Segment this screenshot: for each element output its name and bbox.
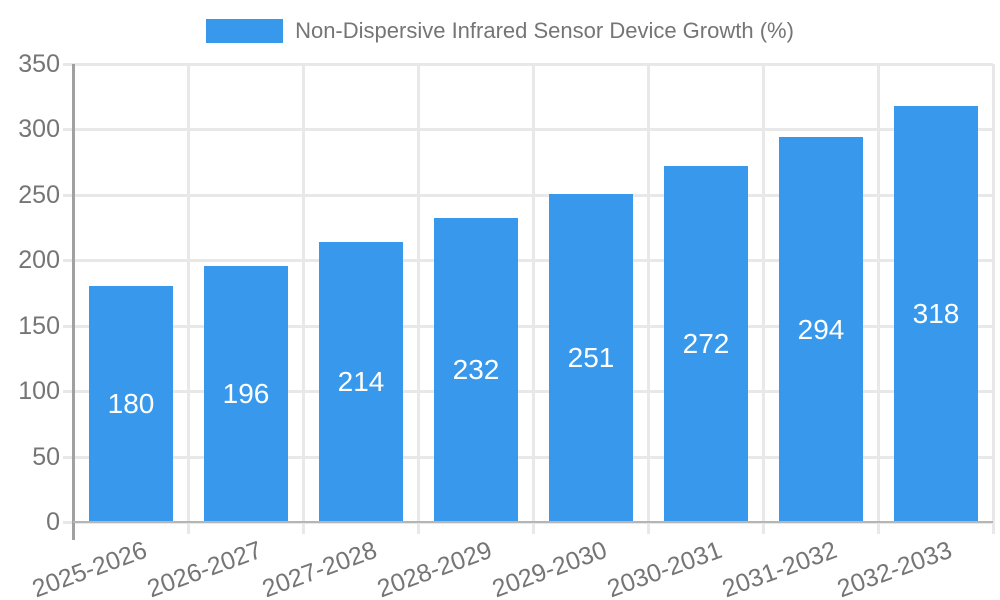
bar-value-label: 294: [797, 314, 845, 345]
y-gridline: [63, 128, 993, 131]
y-axis-tick-label: 250: [18, 181, 60, 209]
bar-value-label: 214: [337, 366, 385, 397]
bar[interactable]: [319, 242, 403, 522]
y-axis-tick-label: 100: [18, 377, 60, 405]
y-gridline: [63, 194, 993, 197]
category-gridline: [187, 64, 190, 522]
y-axis-line: [72, 64, 75, 540]
x-axis-tick: [762, 522, 765, 534]
legend-swatch: [206, 19, 284, 43]
x-axis-tick: [417, 522, 420, 534]
y-axis-tick-label: 0: [46, 508, 60, 536]
category-gridline: [532, 64, 535, 522]
category-gridline: [302, 64, 305, 522]
y-gridline: [63, 63, 993, 66]
bar-value-label: 318: [912, 298, 960, 329]
category-gridline: [762, 64, 765, 522]
bar-value-label: 196: [222, 378, 270, 409]
bar[interactable]: [779, 137, 863, 522]
bar-value-label: 272: [682, 328, 730, 359]
y-axis-tick-label: 200: [18, 246, 60, 274]
x-axis-tick: [647, 522, 650, 534]
category-gridline: [417, 64, 420, 522]
x-axis-tick: [877, 522, 880, 534]
bar[interactable]: [89, 286, 173, 522]
bar-value-label: 232: [452, 354, 500, 385]
y-gridline: [63, 259, 993, 262]
bar[interactable]: [434, 218, 518, 522]
y-gridline: [63, 456, 993, 459]
x-axis-tick: [532, 522, 535, 534]
category-gridline: [992, 64, 995, 522]
bar-value-label: 251: [567, 342, 615, 373]
bar[interactable]: [664, 166, 748, 522]
x-axis-tick: [302, 522, 305, 534]
x-axis-tick: [992, 522, 995, 534]
legend[interactable]: Non-Dispersive Infrared Sensor Device Gr…: [0, 16, 1000, 46]
x-axis-tick: [187, 522, 190, 534]
y-gridline: [63, 390, 993, 393]
y-axis-tick-label: 350: [18, 50, 60, 78]
bar[interactable]: [549, 194, 633, 522]
bar-value-label: 180: [107, 388, 155, 419]
category-gridline: [647, 64, 650, 522]
x-axis-line: [73, 521, 993, 523]
y-axis-tick-label: 300: [18, 115, 60, 143]
y-axis-tick-label: 50: [32, 443, 60, 471]
bar[interactable]: [204, 266, 288, 522]
category-gridline: [877, 64, 880, 522]
y-gridline: [63, 325, 993, 328]
bar[interactable]: [894, 106, 978, 522]
y-axis-tick-label: 150: [18, 312, 60, 340]
legend-label: Non-Dispersive Infrared Sensor Device Gr…: [295, 18, 794, 43]
